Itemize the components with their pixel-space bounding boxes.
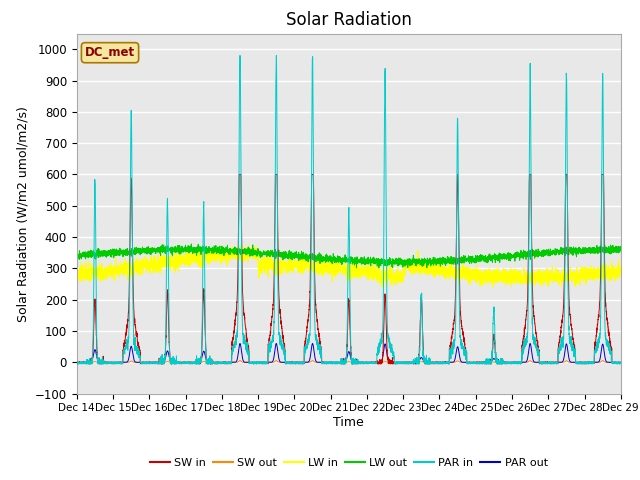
Y-axis label: Solar Radiation (W/m2 umol/m2/s): Solar Radiation (W/m2 umol/m2/s) <box>17 106 29 322</box>
X-axis label: Time: Time <box>333 416 364 429</box>
Text: DC_met: DC_met <box>85 46 135 59</box>
Title: Solar Radiation: Solar Radiation <box>286 11 412 29</box>
Legend: SW in, SW out, LW in, LW out, PAR in, PAR out: SW in, SW out, LW in, LW out, PAR in, PA… <box>145 453 552 472</box>
